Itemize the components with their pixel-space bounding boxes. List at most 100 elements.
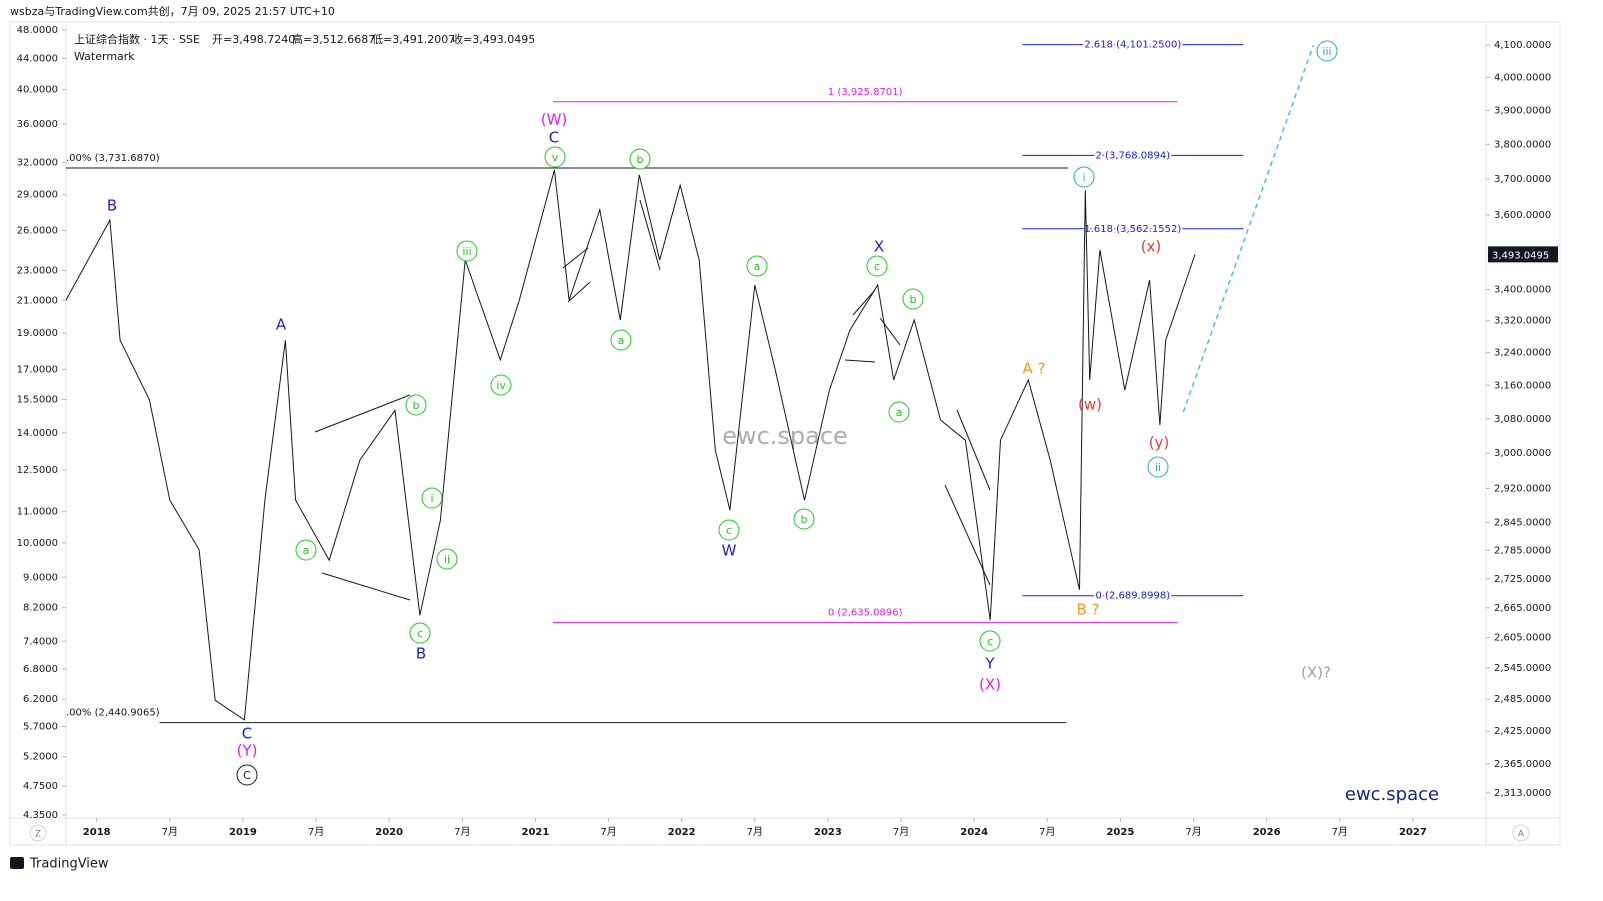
- y-tick-label: 3,320.0000: [1494, 316, 1551, 327]
- x-tick-label: 7月: [600, 826, 616, 838]
- y-tick-label: 3,000.0000: [1494, 448, 1551, 459]
- price-line: [65, 169, 1196, 721]
- wave-label: i: [430, 492, 433, 505]
- zoom-button[interactable]: [29, 824, 47, 842]
- price-line: [1182, 44, 1315, 413]
- y2-tick-label: 17.0000: [17, 364, 58, 375]
- wave-circle: [236, 764, 258, 786]
- y-tick-label: 3,240.0000: [1494, 348, 1551, 359]
- y-tick-label: 3,160.0000: [1494, 380, 1551, 391]
- wave-label: C: [549, 129, 559, 147]
- trendline: [956, 409, 991, 491]
- y2-tick-label: 36.0000: [17, 119, 58, 130]
- trendline: [639, 199, 661, 271]
- wave-label: a: [303, 544, 310, 557]
- legend-close: 收=3,493.0495: [452, 32, 535, 46]
- y2-tick-label: 7.4000: [23, 636, 58, 647]
- wave-label: B ?: [1076, 601, 1099, 619]
- wave-circle: [490, 374, 512, 396]
- x-tick-label: 2025: [1106, 827, 1134, 838]
- wave-label: a: [618, 334, 625, 347]
- y2-tick-label: 12.5000: [17, 465, 58, 476]
- y-tick-label: 2,485.0000: [1494, 694, 1551, 705]
- wave-label: b: [413, 399, 420, 412]
- y2-tick-label: 23.0000: [17, 266, 58, 277]
- y2-tick-label: 6.8000: [23, 664, 58, 675]
- wave-circle: [409, 622, 431, 644]
- wave-label: Y: [984, 655, 995, 673]
- wave-circle: [793, 508, 815, 530]
- x-tick-label: 7月: [1039, 826, 1055, 838]
- y-tick-label: 3,900.0000: [1494, 105, 1551, 116]
- wave-label: ii: [444, 553, 450, 566]
- y-tick-label: 3,400.0000: [1494, 285, 1551, 296]
- auto-button-label[interactable]: A: [1518, 830, 1525, 840]
- y-tick-label: 2,313.0000: [1494, 788, 1551, 799]
- wave-label: c: [726, 524, 732, 537]
- trendlines: [314, 199, 991, 601]
- wave-circle: [421, 487, 443, 509]
- y-tick-label: 2,545.0000: [1494, 663, 1551, 674]
- corner-watermark: ewc.space: [1345, 784, 1439, 805]
- chart-frame: [9, 21, 1561, 846]
- legend-symbol: 上证综合指数 · 1天 · SSE: [74, 32, 200, 46]
- y-tick-label: 4,100.0000: [1494, 40, 1551, 51]
- wave-circle: [746, 255, 768, 277]
- y-tick-label: 4,000.0000: [1494, 72, 1551, 83]
- last-price-label: 3,493.0495: [1492, 250, 1549, 261]
- x-tick-label: 7月: [1332, 826, 1348, 838]
- x-tick-label: 2021: [522, 827, 550, 838]
- level-label: 1.618 (3,562.1552): [1084, 224, 1181, 235]
- wave-label: c: [874, 260, 880, 273]
- y2-tick-label: 15.5000: [17, 395, 58, 406]
- y2-tick-label: 14.0000: [17, 428, 58, 439]
- wave-label: C: [243, 769, 251, 782]
- zoom-button-label[interactable]: Z: [35, 830, 41, 840]
- wave-circle: [979, 630, 1001, 652]
- trendline: [562, 247, 589, 269]
- y-tick-label: 2,365.0000: [1494, 759, 1551, 770]
- y-tick-label: 2,785.0000: [1494, 545, 1551, 556]
- wave-label: c: [417, 627, 423, 640]
- wave-circle: [610, 329, 632, 351]
- trendline: [844, 359, 876, 363]
- trendline: [944, 484, 991, 586]
- y2-tick-label: 21.0000: [17, 295, 58, 306]
- y2-tick-label: 4.3500: [23, 810, 58, 821]
- wave-circle: [1147, 456, 1169, 478]
- x-tick-label: 7月: [454, 826, 470, 838]
- x-tick-label: 2024: [960, 827, 988, 838]
- y-tick-label: 2,665.0000: [1494, 603, 1551, 614]
- y2-tick-label: 26.0000: [17, 225, 58, 236]
- wave-label: A: [276, 316, 287, 334]
- wave-circle: [544, 146, 566, 168]
- wave-label: iv: [496, 379, 506, 392]
- wave-circle: [405, 394, 427, 416]
- wave-label: (X)?: [1301, 664, 1331, 682]
- wave-label: c: [987, 635, 993, 648]
- x-tick-label: 2019: [229, 827, 257, 838]
- x-tick-label: 2023: [814, 827, 842, 838]
- wave-label: B: [107, 197, 117, 215]
- legend-high: 高=3,512.6687: [292, 32, 375, 46]
- last-price-box: [1488, 246, 1558, 263]
- wave-circle: [1073, 166, 1095, 188]
- logo-text: TradingView: [29, 857, 109, 872]
- wave-label: B: [416, 645, 426, 663]
- level-label: 2 (3,768.0894): [1096, 150, 1171, 161]
- wave-label: ii: [1155, 461, 1161, 474]
- y2-tick-label: 48.0000: [17, 25, 58, 36]
- trendline: [314, 394, 411, 433]
- y-tick-label: 2,605.0000: [1494, 633, 1551, 644]
- wave-label: C: [242, 725, 252, 743]
- trendline: [879, 317, 901, 346]
- wave-label: b: [801, 513, 808, 526]
- level-label: 0 (2,635.0896): [828, 608, 903, 619]
- x-tick-label: 2020: [375, 827, 403, 838]
- legend-open: 开=3,498.7240: [212, 33, 295, 46]
- auto-button[interactable]: [1512, 824, 1530, 842]
- y-tick-label: 2,845.0000: [1494, 517, 1551, 528]
- wave-label: v: [552, 151, 559, 164]
- wave-circle: [629, 148, 651, 170]
